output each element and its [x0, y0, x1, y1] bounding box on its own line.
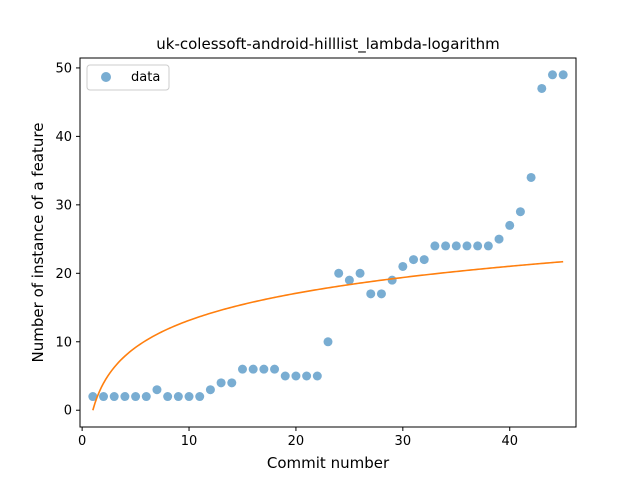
- data-point: [312, 371, 322, 381]
- x-tick-label: 30: [395, 434, 412, 449]
- y-tick-label: 0: [64, 404, 72, 419]
- data-point: [280, 371, 290, 381]
- legend-box: [86, 64, 170, 91]
- data-point: [141, 392, 151, 402]
- data-point: [323, 337, 333, 347]
- data-point: [237, 364, 247, 374]
- chart-title: uk-colessoft-android-hilllist_lambda-log…: [156, 35, 499, 54]
- data-point: [451, 241, 461, 251]
- data-point: [120, 392, 130, 402]
- data-point: [227, 378, 237, 388]
- data-point: [163, 392, 173, 402]
- data-point: [344, 275, 354, 285]
- data-point: [259, 364, 269, 374]
- data-point: [173, 392, 183, 402]
- data-point: [515, 207, 525, 217]
- data-point: [473, 241, 483, 251]
- y-tick-label: 30: [55, 198, 72, 213]
- x-tick-label: 0: [78, 434, 86, 449]
- data-point: [505, 220, 515, 230]
- x-tick-label: 20: [288, 434, 305, 449]
- data-point: [334, 268, 344, 278]
- data-point: [152, 385, 162, 395]
- data-point: [355, 268, 365, 278]
- x-tick-label: 10: [181, 434, 198, 449]
- data-point: [99, 392, 109, 402]
- data-point: [419, 255, 429, 265]
- data-point: [387, 275, 397, 285]
- data-point: [494, 234, 504, 244]
- data-point: [398, 261, 408, 271]
- data-point: [537, 83, 547, 93]
- data-point: [216, 378, 226, 388]
- y-tick-label: 20: [55, 267, 72, 282]
- data-point: [184, 392, 194, 402]
- x-tick-label: 40: [501, 434, 518, 449]
- y-tick-label: 10: [55, 335, 72, 350]
- data-point: [558, 70, 568, 80]
- data-point: [462, 241, 472, 251]
- data-point: [302, 371, 312, 381]
- data-point: [270, 364, 280, 374]
- data-point: [248, 364, 258, 374]
- y-tick-label: 50: [55, 61, 72, 76]
- data-point: [88, 392, 98, 402]
- y-tick-label: 40: [55, 130, 72, 145]
- data-point: [430, 241, 440, 251]
- fit-line: [92, 260, 564, 411]
- data-point: [409, 255, 419, 265]
- data-point: [441, 241, 451, 251]
- data-point: [109, 392, 119, 402]
- x-axis-label: Commit number: [267, 454, 390, 472]
- legend-marker-data: [101, 72, 111, 82]
- x-axis-ticks: 0 10 20 30 40: [78, 427, 518, 449]
- data-point: [291, 371, 301, 381]
- y-axis-ticks: 0 10 20 30 40 50: [55, 61, 80, 419]
- data-point: [376, 289, 386, 299]
- data-point: [526, 172, 536, 182]
- data-point: [205, 385, 215, 395]
- legend-label-data: data: [131, 70, 160, 85]
- data-point: [547, 70, 557, 80]
- data-point: [483, 241, 493, 251]
- data-point: [195, 392, 205, 402]
- data-point: [366, 289, 376, 299]
- data-point: [131, 392, 141, 402]
- axes-frame: [79, 57, 577, 428]
- legend: data: [86, 64, 170, 91]
- y-axis-label: Number of instance of a feature: [29, 123, 47, 363]
- plot-area: [79, 57, 577, 428]
